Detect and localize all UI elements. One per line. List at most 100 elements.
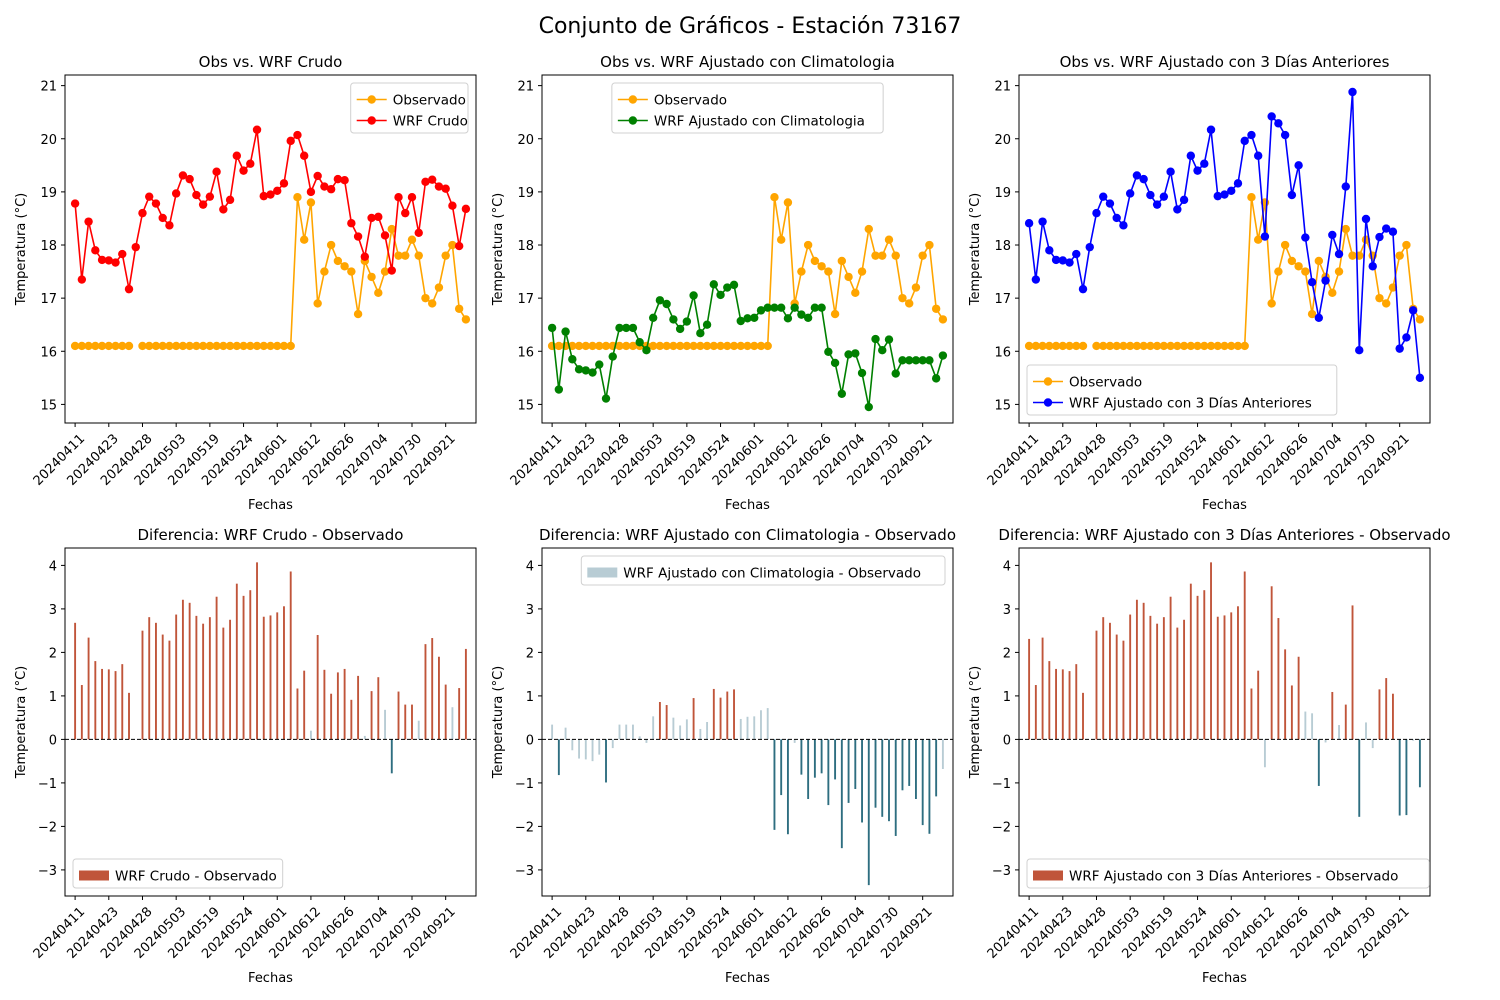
y-tick-label: 17: [40, 292, 57, 307]
diff-bar: [1290, 685, 1293, 740]
data-point: [367, 213, 376, 223]
y-tick-label: 15: [40, 398, 57, 413]
data-point: [171, 341, 181, 351]
diff-bar: [1095, 630, 1098, 740]
data-point: [729, 280, 739, 290]
diff-bar: [390, 739, 393, 774]
data-point: [864, 224, 873, 234]
diff-bar: [584, 739, 587, 760]
diff-bar: [269, 615, 272, 740]
data-point: [279, 341, 289, 351]
data-point: [353, 309, 363, 319]
data-point: [239, 341, 248, 351]
y-tick-label: −2: [515, 820, 534, 835]
diff-bar: [557, 739, 560, 776]
diff-bar: [908, 739, 911, 786]
data-point: [824, 267, 833, 276]
data-point: [770, 303, 779, 312]
data-point: [1408, 306, 1418, 315]
diff-bar: [679, 725, 682, 740]
y-axis-label: Temperatura (°C): [968, 666, 983, 779]
data-point: [763, 303, 772, 312]
legend-marker: [628, 116, 638, 125]
data-point: [387, 224, 396, 234]
y-tick-label: 18: [994, 239, 1011, 254]
diff-bar: [431, 638, 434, 740]
data-point: [259, 341, 268, 351]
data-point: [1024, 341, 1034, 351]
data-point: [1031, 275, 1041, 284]
panel-diff-wrf-clim: Diferencia: WRF Ajustado con Climatologi…: [491, 526, 956, 986]
data-point: [581, 366, 590, 375]
data-point: [1382, 299, 1391, 308]
data-point: [286, 341, 295, 351]
diff-bar: [874, 739, 877, 808]
data-point: [219, 205, 228, 214]
data-point: [1179, 341, 1189, 351]
diff-bar: [773, 739, 776, 830]
data-point: [1388, 227, 1398, 236]
data-point: [1186, 151, 1196, 160]
y-tick-label: 1: [1003, 690, 1011, 705]
y-tick-label: −1: [38, 777, 57, 792]
legend-marker: [1043, 377, 1053, 386]
diff-bar: [1338, 725, 1340, 740]
data-point: [1253, 235, 1263, 244]
diff-bar: [1385, 678, 1388, 740]
data-point: [905, 356, 914, 365]
data-point: [77, 341, 87, 351]
y-tick-label: 0: [526, 733, 534, 748]
data-point: [1206, 341, 1216, 351]
data-point: [1166, 167, 1175, 176]
diff-bar: [712, 688, 715, 740]
diff-bar: [753, 716, 756, 740]
diff-bar: [1250, 688, 1253, 740]
data-point: [1334, 267, 1344, 276]
data-point: [642, 346, 651, 355]
data-point: [1267, 112, 1276, 121]
data-point: [124, 284, 134, 294]
diff-bar: [350, 699, 353, 740]
data-point: [1253, 151, 1263, 160]
data-point: [104, 256, 113, 265]
data-point: [682, 341, 692, 351]
diff-bar: [107, 669, 110, 740]
data-point: [1382, 224, 1391, 233]
data-point: [1193, 341, 1202, 351]
y-tick-label: 20: [40, 133, 57, 148]
diff-bar: [571, 739, 574, 751]
data-point: [401, 208, 410, 218]
data-point: [837, 389, 847, 398]
legend-box: [1026, 364, 1338, 416]
data-point: [367, 272, 376, 282]
data-point: [709, 341, 719, 351]
diff-bar: [564, 727, 567, 740]
data-point: [320, 267, 329, 276]
data-point: [588, 368, 597, 377]
panel-title: Diferencia: WRF Ajustado con 3 Días Ante…: [998, 526, 1450, 544]
data-point: [729, 341, 739, 351]
data-point: [830, 309, 840, 319]
data-point: [118, 341, 127, 351]
diff-bar: [1344, 704, 1347, 740]
data-point: [387, 266, 396, 275]
data-point: [750, 313, 759, 323]
diff-bar: [746, 716, 749, 740]
data-point: [1355, 346, 1364, 355]
data-point: [1125, 189, 1135, 198]
data-point: [702, 320, 712, 329]
diff-bar: [161, 634, 164, 740]
data-point: [743, 314, 752, 323]
x-axis-label: Fechas: [1202, 971, 1247, 986]
data-point: [1051, 341, 1061, 351]
diff-bar: [1324, 739, 1327, 743]
data-point: [588, 341, 597, 351]
data-point: [434, 182, 444, 191]
diff-bar: [827, 739, 830, 806]
data-point: [1200, 159, 1209, 168]
diff-bar: [881, 739, 884, 817]
data-point: [1152, 341, 1162, 351]
data-point: [1402, 333, 1411, 342]
y-tick-label: 20: [994, 133, 1011, 148]
data-point: [655, 341, 665, 351]
